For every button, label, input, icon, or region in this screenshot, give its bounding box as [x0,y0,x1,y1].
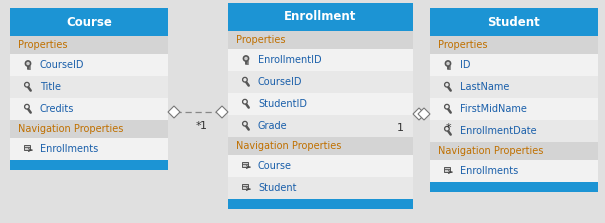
Bar [430,76,598,98]
Text: Properties: Properties [18,40,68,50]
Bar [228,137,413,155]
Text: Properties: Properties [236,35,286,45]
Circle shape [446,106,448,108]
Bar [430,8,598,192]
Bar [430,160,598,182]
Text: Course: Course [258,161,292,171]
Text: Navigation Properties: Navigation Properties [18,124,123,134]
Polygon shape [216,106,228,118]
Circle shape [243,56,249,61]
Bar [228,199,413,209]
Circle shape [26,84,28,86]
Bar [10,138,168,160]
Bar [24,145,30,150]
Text: *: * [445,123,451,133]
Text: Properties: Properties [438,40,488,50]
Circle shape [25,104,29,109]
Text: CourseID: CourseID [258,77,302,87]
Bar [228,3,413,31]
Bar [10,76,168,98]
Text: EnrollmentDate: EnrollmentDate [460,126,537,136]
Text: LastName: LastName [460,82,509,92]
Bar [10,98,168,120]
Bar [430,120,598,142]
Circle shape [244,79,246,81]
Bar [10,160,168,170]
Bar [430,182,598,192]
Bar [228,71,413,93]
Bar [10,8,168,170]
Circle shape [244,101,246,103]
Bar [243,184,247,189]
Text: Enrollments: Enrollments [460,166,518,176]
Bar [430,142,598,160]
Text: 1: 1 [396,123,404,133]
Bar [430,98,598,120]
Text: Credits: Credits [40,104,74,114]
Circle shape [243,99,247,104]
Text: Title: Title [40,82,61,92]
Text: *: * [195,121,201,131]
Bar [228,93,413,115]
Bar [228,3,413,209]
Circle shape [445,126,449,131]
Text: Student: Student [258,183,296,193]
Text: ID: ID [460,60,471,70]
Bar [430,54,598,76]
Text: FirstMidName: FirstMidName [460,104,527,114]
Text: Course: Course [66,16,112,29]
Circle shape [447,62,449,65]
Circle shape [25,83,29,87]
Polygon shape [168,106,180,118]
Text: EnrollmentID: EnrollmentID [258,55,322,65]
Text: Enrollments: Enrollments [40,144,98,154]
Circle shape [27,62,29,65]
Text: Grade: Grade [258,121,287,131]
Circle shape [445,83,449,87]
Circle shape [244,123,246,125]
Polygon shape [418,108,430,120]
Circle shape [446,84,448,86]
Bar [228,115,413,137]
Bar [243,162,247,167]
Polygon shape [413,108,425,120]
Circle shape [445,104,449,109]
Bar [10,8,168,36]
Text: Navigation Properties: Navigation Properties [438,146,543,156]
Circle shape [26,106,28,108]
Bar [228,177,413,199]
Circle shape [25,61,31,66]
Text: 1: 1 [200,121,206,131]
Text: Navigation Properties: Navigation Properties [236,141,341,151]
Circle shape [446,128,448,130]
Text: Enrollment: Enrollment [284,10,357,23]
Bar [430,8,598,36]
Circle shape [243,77,247,82]
Bar [10,54,168,76]
Bar [228,155,413,177]
Text: StudentID: StudentID [258,99,307,109]
Circle shape [445,61,451,66]
Bar [10,36,168,54]
Text: CourseID: CourseID [40,60,85,70]
Bar [228,31,413,49]
Bar [10,120,168,138]
Text: Student: Student [488,16,540,29]
Circle shape [245,57,247,60]
Bar [430,36,598,54]
Circle shape [243,122,247,126]
Bar [444,167,450,172]
Bar [228,49,413,71]
